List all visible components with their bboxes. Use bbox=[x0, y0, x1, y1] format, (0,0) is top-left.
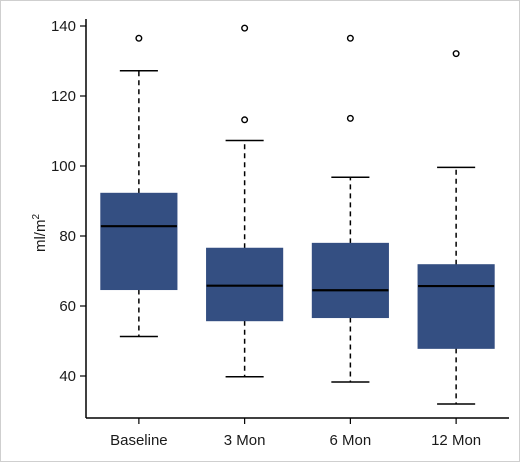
y-tick-label: 120 bbox=[51, 88, 76, 105]
plot-area bbox=[100, 24, 495, 405]
outlier-point bbox=[135, 34, 143, 42]
x-axis: Baseline 3 Mon 6 Mon 12 Mon bbox=[86, 417, 509, 449]
x-tick-label: 12 Mon bbox=[431, 432, 481, 449]
iqr-box bbox=[100, 192, 178, 291]
x-tick-label: 3 Mon bbox=[224, 432, 266, 449]
outlier-point bbox=[241, 116, 249, 124]
y-axis-label-text: ml/m bbox=[32, 220, 49, 253]
y-tick-label: 60 bbox=[59, 298, 76, 315]
outlier-point bbox=[346, 34, 354, 42]
y-tick-label: 100 bbox=[51, 158, 76, 175]
outlier-point bbox=[346, 114, 354, 122]
box-group-12-mon bbox=[417, 50, 495, 405]
iqr-box bbox=[206, 247, 284, 322]
outlier-point bbox=[452, 50, 460, 58]
box-group-3-mon bbox=[206, 24, 284, 378]
y-axis: 40 60 80 100 120 140 bbox=[51, 18, 87, 418]
y-tick-label: 80 bbox=[59, 228, 76, 245]
iqr-box bbox=[311, 242, 389, 319]
box-group-baseline bbox=[100, 34, 178, 338]
x-tick-label: 6 Mon bbox=[330, 432, 372, 449]
iqr-box bbox=[417, 264, 495, 349]
y-axis-label: ml/m2 bbox=[31, 214, 49, 253]
x-tick-label: Baseline bbox=[110, 432, 168, 449]
y-tick-label: 140 bbox=[51, 18, 76, 35]
y-tick-label: 40 bbox=[59, 368, 76, 385]
y-axis-label-superscript: 2 bbox=[31, 214, 42, 220]
outlier-point bbox=[241, 24, 249, 32]
box-group-6-mon bbox=[311, 34, 389, 383]
